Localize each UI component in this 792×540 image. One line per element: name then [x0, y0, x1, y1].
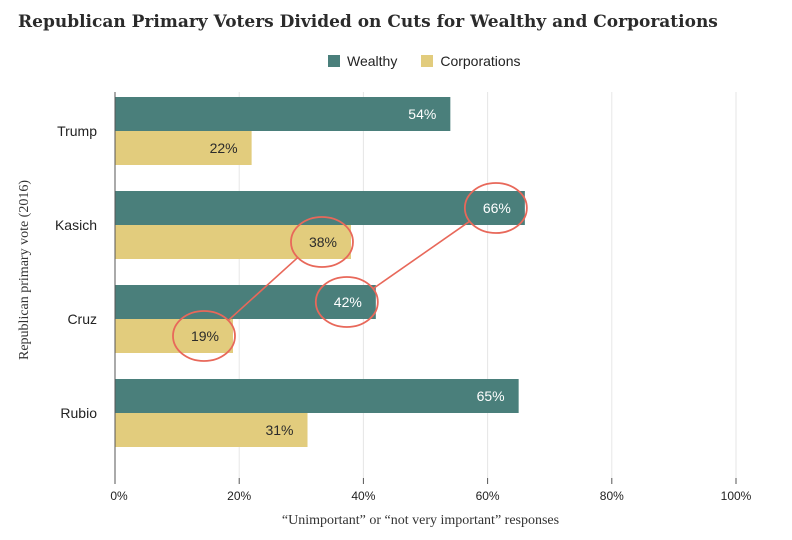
legend-swatch-wealthy [328, 55, 340, 67]
legend-label-wealthy: Wealthy [347, 53, 398, 69]
y-axis-title: Republican primary vote (2016) [17, 180, 32, 360]
bar-cruz-wealthy [115, 285, 376, 319]
category-label-kasich: Kasich [55, 217, 97, 233]
highlight-circle-cruz-corporations [172, 310, 236, 362]
bar-rubio-wealthy [115, 379, 519, 413]
data-label-kasich-corporations: 38% [309, 234, 337, 250]
highlight-circle-kasich-corporations [290, 216, 354, 268]
connector-line-wealthy [372, 220, 471, 290]
data-label-kasich-wealthy: 66% [483, 200, 511, 216]
data-label-trump-corporations: 22% [210, 140, 238, 156]
category-label-rubio: Rubio [60, 405, 97, 421]
legend-item-corporations: Corporations [421, 53, 520, 69]
highlight-circle-kasich-wealthy [463, 182, 528, 234]
data-label-cruz-wealthy: 42% [334, 294, 362, 310]
x-tick-label-80: 80% [600, 489, 624, 503]
bar-trump-wealthy [115, 97, 451, 131]
bar-kasich-wealthy [115, 191, 525, 225]
highlight-circle-cruz-wealthy [314, 276, 379, 328]
category-labels: Trump Kasich Cruz Rubio [55, 123, 97, 421]
legend-label-corporations: Corporations [440, 53, 521, 69]
bar-cruz-corporations [115, 319, 233, 353]
data-label-cruz-corporations: 19% [191, 328, 219, 344]
data-labels: 54% 22% 66% 38% 42% 19% 65% 31% [191, 106, 511, 438]
bar-kasich-corporations [115, 225, 351, 259]
x-tick-label-20: 20% [227, 489, 251, 503]
data-label-rubio-corporations: 31% [265, 422, 293, 438]
bar-trump-corporations [115, 131, 252, 165]
category-label-cruz: Cruz [67, 311, 97, 327]
x-tick-label-0: 0% [110, 489, 128, 503]
x-axis-title: “Unimportant” or “not very important” re… [282, 513, 559, 528]
x-tick-label-100: 100% [721, 489, 752, 503]
data-label-rubio-wealthy: 65% [477, 388, 505, 404]
chart-title: Republican Primary Voters Divided on Cut… [18, 12, 718, 32]
annotations [172, 182, 528, 362]
category-label-trump: Trump [57, 123, 97, 139]
connector-line-corporations [227, 256, 299, 322]
x-tick-label-60: 60% [476, 489, 500, 503]
data-label-trump-wealthy: 54% [408, 106, 436, 122]
legend-item-wealthy: Wealthy [328, 53, 397, 69]
x-axis: 0% 20% 40% 60% 80% 100% [110, 92, 752, 503]
bar-rubio-corporations [115, 413, 308, 447]
bars [115, 97, 525, 447]
legend-swatch-corporations [421, 55, 434, 67]
legend: Wealthy Corporations [328, 51, 544, 71]
x-tick-label-40: 40% [351, 489, 375, 503]
